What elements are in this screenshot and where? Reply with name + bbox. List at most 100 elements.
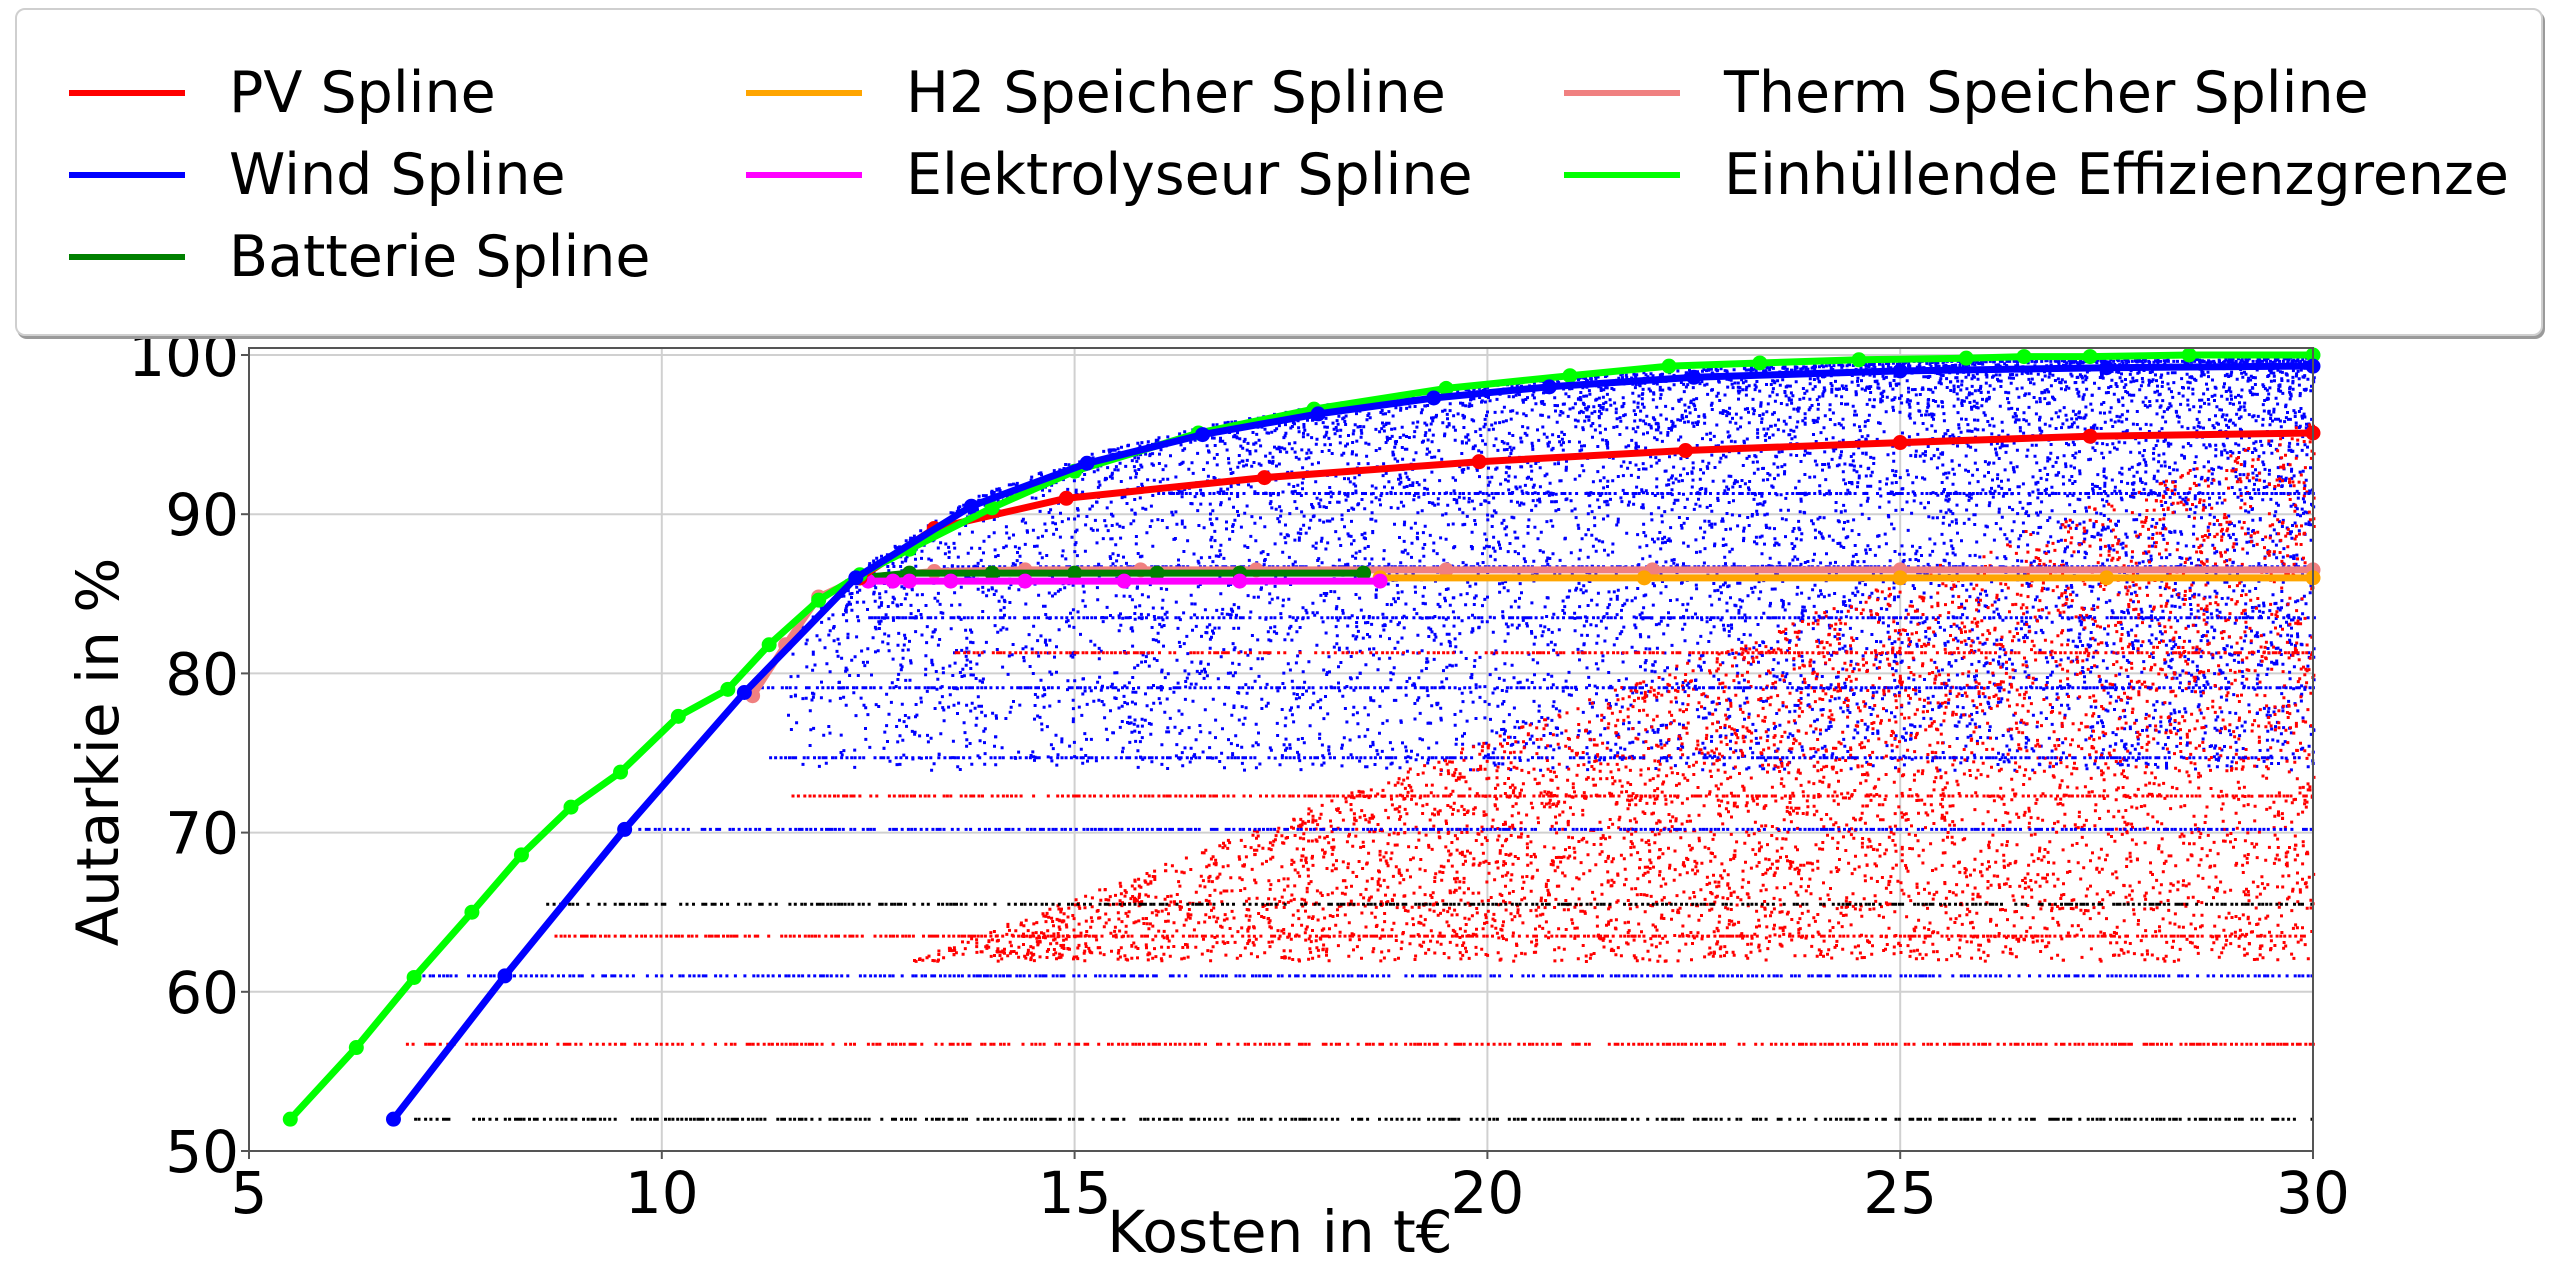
legend-line-elektrolyseur xyxy=(746,172,862,178)
marker-wind-spline xyxy=(1892,363,1908,379)
marker-einh-llende-effizienzgrenze xyxy=(1562,368,1578,384)
x-axis-label: Kosten in t€ xyxy=(1107,1198,1452,1266)
x-tick-label: 25 xyxy=(1863,1159,1937,1227)
marker-wind-spline xyxy=(385,1111,401,1127)
marker-h2-speicher-spline xyxy=(2099,570,2115,586)
legend-label: H2 Speicher Spline xyxy=(906,60,1446,126)
marker-wind-spline xyxy=(1426,390,1442,406)
y-tick-label: 90 xyxy=(165,481,239,549)
x-tick-label: 15 xyxy=(1038,1159,1112,1227)
legend-label: Wind Spline xyxy=(229,142,566,208)
marker-pv-spline xyxy=(1471,454,1487,470)
marker-einh-llende-effizienzgrenze xyxy=(2082,349,2098,365)
marker-einh-llende-effizienzgrenze xyxy=(670,708,686,724)
marker-einh-llende-effizienzgrenze xyxy=(613,764,629,780)
legend-line-wind xyxy=(69,172,185,178)
marker-wind-spline xyxy=(1195,427,1211,443)
scatter-band xyxy=(554,934,2306,938)
legend-item-effizienzgrenze: Einhüllende Effizienzgrenze xyxy=(1564,142,2510,208)
marker-einh-llende-effizienzgrenze xyxy=(1958,350,1974,366)
marker-h2-speicher-spline xyxy=(1892,570,1908,586)
marker-einh-llende-effizienzgrenze xyxy=(563,799,579,815)
marker-einh-llende-effizienzgrenze xyxy=(1851,352,1867,368)
axes-frame xyxy=(248,347,2314,1152)
marker-wind-spline xyxy=(1310,406,1326,422)
marker-elektrolyseur-spline xyxy=(1232,573,1248,589)
legend-label: Einhüllende Effizienzgrenze xyxy=(1724,142,2510,208)
legend-item-therm: Therm Speicher Spline xyxy=(1564,60,2369,126)
marker-therm-speicher-spline xyxy=(1438,562,1454,578)
legend-line-h2 xyxy=(746,90,862,96)
marker-wind-spline xyxy=(848,570,864,586)
scatter-band xyxy=(422,974,2314,978)
x-tick-label: 5 xyxy=(231,1159,268,1227)
marker-einh-llende-effizienzgrenze xyxy=(406,969,422,985)
marker-einh-llende-effizienzgrenze xyxy=(761,637,777,653)
marker-pv-spline xyxy=(1256,470,1272,486)
legend-item-batterie: Batterie Spline xyxy=(69,224,651,290)
scatter-band xyxy=(414,1117,2314,1121)
scatter-band xyxy=(405,1042,2315,1046)
marker-einh-llende-effizienzgrenze xyxy=(984,500,1000,516)
scatter-wind-points xyxy=(787,356,2316,772)
scatter-band xyxy=(1157,492,2315,495)
x-tick-label: 10 xyxy=(625,1159,699,1227)
y-tick-label: 50 xyxy=(165,1118,239,1186)
marker-einh-llende-effizienzgrenze xyxy=(348,1040,364,1056)
legend-label: Elektrolyseur Spline xyxy=(906,142,1473,208)
marker-wind-spline xyxy=(1541,379,1557,395)
marker-batterie-spline xyxy=(1149,565,1165,581)
legend-line-therm xyxy=(1564,90,1680,96)
scatter-band xyxy=(628,827,2313,831)
scatter-bands xyxy=(405,359,2316,1121)
marker-wind-spline xyxy=(2099,360,2115,376)
scatter-band xyxy=(954,651,2315,655)
marker-einh-llende-effizienzgrenze xyxy=(811,592,827,608)
legend-item-pv: PV Spline xyxy=(69,60,496,126)
scatter-band xyxy=(546,902,2314,906)
marker-wind-spline xyxy=(963,498,979,514)
y-tick-label: 60 xyxy=(165,959,239,1027)
marker-pv-spline xyxy=(1892,435,1908,451)
marker-elektrolyseur-spline xyxy=(943,573,959,589)
marker-einh-llende-effizienzgrenze xyxy=(2016,349,2032,365)
legend-label: Batterie Spline xyxy=(229,224,651,290)
marker-einh-llende-effizienzgrenze xyxy=(464,904,480,920)
scatter-band xyxy=(791,794,2314,798)
scatter-points xyxy=(787,356,2316,963)
legend-item-wind: Wind Spline xyxy=(69,142,566,208)
scatter-band xyxy=(868,616,2316,620)
x-tick-label: 30 xyxy=(2276,1159,2350,1227)
legend-item-elektrolyseur: Elektrolyseur Spline xyxy=(746,142,1473,208)
scatter-band xyxy=(769,756,2301,760)
x-ticks: 5 10 15 20 25 30 xyxy=(231,1151,2350,1227)
x-tick-label: 20 xyxy=(1450,1159,1524,1227)
legend-line-batterie xyxy=(69,254,185,260)
marker-einh-llende-effizienzgrenze xyxy=(720,681,736,697)
legend-label: PV Spline xyxy=(229,60,496,126)
marker-elektrolyseur-spline xyxy=(1372,573,1388,589)
marker-pv-spline xyxy=(1678,443,1694,459)
marker-einh-llende-effizienzgrenze xyxy=(1752,355,1768,371)
marker-wind-spline xyxy=(617,821,633,837)
marker-einh-llende-effizienzgrenze xyxy=(2181,347,2197,363)
legend: PV Spline Wind Spline Batterie Spline H2… xyxy=(15,8,2543,336)
grid xyxy=(248,348,2314,1152)
marker-einh-llende-effizienzgrenze xyxy=(282,1111,298,1127)
legend-line-pv xyxy=(69,90,185,96)
y-tick-label: 70 xyxy=(165,800,239,868)
marker-elektrolyseur-spline xyxy=(901,573,917,589)
marker-batterie-spline xyxy=(984,565,1000,581)
spline-lines xyxy=(282,347,2321,1127)
legend-label: Therm Speicher Spline xyxy=(1724,60,2369,126)
y-tick-label: 80 xyxy=(165,640,239,708)
marker-elektrolyseur-spline xyxy=(885,573,901,589)
y-axis-label: Autarkie in % xyxy=(64,558,132,947)
marker-wind-spline xyxy=(736,685,752,701)
marker-einh-llende-effizienzgrenze xyxy=(1661,358,1677,374)
legend-line-effizienzgrenze xyxy=(1564,172,1680,178)
marker-pv-spline xyxy=(1058,490,1074,506)
marker-einh-llende-effizienzgrenze xyxy=(513,847,529,863)
